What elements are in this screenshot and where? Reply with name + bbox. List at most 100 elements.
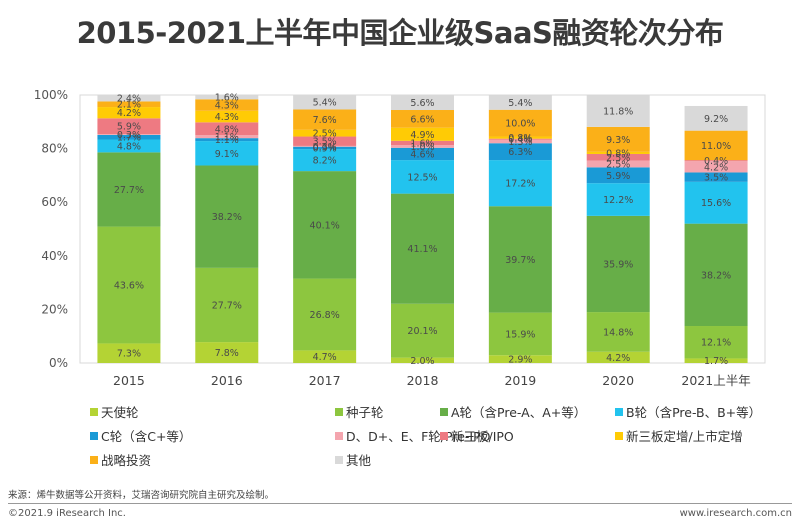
bar-segment bbox=[586, 351, 650, 363]
legend-label: 新三板定增/上市定增 bbox=[626, 429, 743, 444]
x-tick-label: 2021上半年 bbox=[681, 373, 750, 388]
bar-segment bbox=[195, 135, 259, 139]
bar-segment bbox=[586, 312, 650, 352]
bar-segment bbox=[97, 107, 161, 119]
data-label: 5.4% bbox=[508, 98, 532, 109]
bar-segment bbox=[488, 139, 552, 144]
data-label: 39.7% bbox=[505, 255, 535, 266]
y-tick-label: 0% bbox=[49, 356, 68, 370]
data-label: 38.2% bbox=[212, 212, 242, 223]
bar-segment bbox=[391, 147, 454, 161]
legend-item: 战略投资 bbox=[90, 450, 151, 469]
bar-segment bbox=[195, 122, 259, 136]
legend-item: 其他 bbox=[335, 450, 371, 469]
bar-segment bbox=[586, 215, 650, 313]
bar-segment bbox=[293, 171, 357, 279]
data-label: 5.6% bbox=[410, 98, 434, 109]
data-label: 6.3% bbox=[508, 147, 532, 158]
bar-segment bbox=[586, 183, 650, 216]
data-label: 27.7% bbox=[212, 300, 242, 311]
data-label: 12.1% bbox=[701, 338, 731, 349]
legend-swatch bbox=[440, 407, 448, 416]
legend-item: 新三板定增/上市定增 bbox=[615, 426, 743, 445]
y-tick-label: 100% bbox=[34, 88, 68, 102]
legend-swatch bbox=[90, 431, 98, 440]
legend-swatch bbox=[90, 407, 98, 416]
data-label: 9.3% bbox=[606, 135, 630, 146]
bar-segment bbox=[195, 141, 259, 166]
data-label: 8.2% bbox=[313, 156, 337, 167]
data-label: 9.1% bbox=[215, 149, 239, 160]
data-label: 26.8% bbox=[310, 310, 340, 321]
data-label: 1.6% bbox=[410, 138, 434, 149]
data-label: 3.5% bbox=[313, 137, 337, 148]
legend-item: C轮（含C+等） bbox=[90, 426, 191, 445]
website-link[interactable]: www.iresearch.com.cn bbox=[679, 508, 792, 519]
bar-segment bbox=[488, 95, 552, 110]
legend-swatch bbox=[615, 431, 623, 440]
data-label: 2.0% bbox=[410, 356, 434, 367]
bar-segment bbox=[684, 130, 748, 161]
y-tick-label: 40% bbox=[41, 249, 68, 263]
data-label: 14.8% bbox=[603, 327, 633, 338]
data-label: 4.2% bbox=[704, 162, 728, 173]
data-label: 1.6% bbox=[215, 93, 239, 104]
bar-segment bbox=[391, 160, 454, 194]
bar-segment bbox=[684, 326, 748, 359]
bar-segment bbox=[195, 95, 259, 100]
bar-segment bbox=[391, 193, 454, 304]
legend-swatch bbox=[440, 431, 448, 440]
data-label: 5.9% bbox=[606, 171, 630, 182]
bar-segment bbox=[97, 95, 161, 102]
bar-segment bbox=[488, 355, 552, 363]
legend-item: 种子轮 bbox=[335, 402, 384, 421]
data-label: 1.7% bbox=[117, 133, 141, 144]
x-tick-label: 2015 bbox=[113, 373, 145, 388]
data-label: 4.8% bbox=[215, 124, 239, 135]
legend-item: 新三板/IPO bbox=[440, 426, 514, 445]
footer-divider bbox=[8, 503, 792, 504]
bar-segment bbox=[293, 278, 357, 351]
data-label: 1.1% bbox=[215, 135, 239, 146]
data-label: 2.4% bbox=[117, 94, 141, 105]
legend-label: 其他 bbox=[346, 453, 372, 468]
x-tick-label: 2017 bbox=[309, 373, 341, 388]
bar-segment bbox=[293, 350, 357, 363]
data-label: 4.2% bbox=[606, 353, 630, 364]
bar-segment bbox=[391, 303, 454, 358]
data-label: 0.9% bbox=[313, 143, 337, 154]
legend-label: B轮（含Pre-B、B+等） bbox=[626, 405, 762, 420]
data-label: 2.5% bbox=[606, 160, 630, 171]
data-label: 15.6% bbox=[701, 198, 731, 209]
legend-item: D、D+、E、F轮/Pre-IPO bbox=[335, 426, 490, 445]
bar-segment bbox=[684, 160, 748, 162]
data-label: 41.1% bbox=[407, 244, 437, 255]
bar-segment bbox=[97, 118, 161, 135]
bar-segment bbox=[195, 138, 259, 142]
bar-segment bbox=[391, 95, 454, 111]
legend-label: 战略投资 bbox=[101, 453, 152, 468]
x-tick-label: 2016 bbox=[211, 373, 243, 388]
legend-label: 天使轮 bbox=[101, 405, 139, 420]
bar-segment bbox=[391, 127, 454, 141]
data-label: 12.2% bbox=[603, 195, 633, 206]
data-label: 7.3% bbox=[117, 349, 141, 360]
data-label: 4.3% bbox=[215, 112, 239, 123]
bar-segment bbox=[97, 134, 161, 140]
data-label: 17.2% bbox=[505, 179, 535, 190]
data-label: 15.9% bbox=[505, 329, 535, 340]
y-tick-label: 60% bbox=[41, 195, 68, 209]
bar-segment bbox=[293, 145, 357, 147]
bar-segment bbox=[293, 129, 357, 137]
data-label: 7.8% bbox=[215, 348, 239, 359]
data-label: 0.8% bbox=[606, 148, 630, 159]
legend-label: A轮（含Pre-A、A+等） bbox=[451, 405, 587, 420]
bar-segment bbox=[684, 105, 748, 131]
y-tick-label: 20% bbox=[41, 302, 68, 316]
bar-segment bbox=[684, 172, 748, 182]
source-note: 来源：烯牛数据等公开资料，艾瑞咨询研究院自主研究及绘制。 bbox=[8, 490, 275, 501]
bar-segment bbox=[293, 146, 357, 150]
bar-segment bbox=[293, 95, 357, 110]
data-label: 11.8% bbox=[603, 107, 633, 118]
legend-label: D、D+、E、F轮/Pre-IPO bbox=[346, 429, 491, 444]
